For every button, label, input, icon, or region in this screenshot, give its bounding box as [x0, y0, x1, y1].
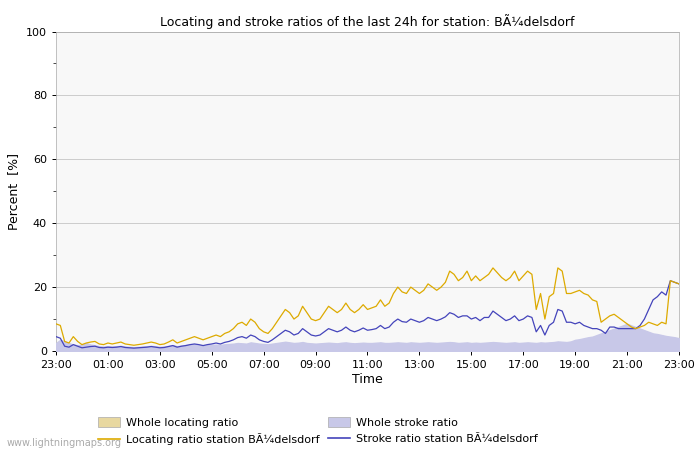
Legend: Whole locating ratio, Locating ratio station BÃ¼delsdorf, Whole stroke ratio, St: Whole locating ratio, Locating ratio sta…	[94, 414, 541, 449]
Text: www.lightningmaps.org: www.lightningmaps.org	[7, 438, 122, 448]
X-axis label: Time: Time	[352, 373, 383, 386]
Title: Locating and stroke ratios of the last 24h for station: BÃ¼delsdorf: Locating and stroke ratios of the last 2…	[160, 14, 575, 29]
Y-axis label: Percent  [%]: Percent [%]	[8, 153, 20, 230]
